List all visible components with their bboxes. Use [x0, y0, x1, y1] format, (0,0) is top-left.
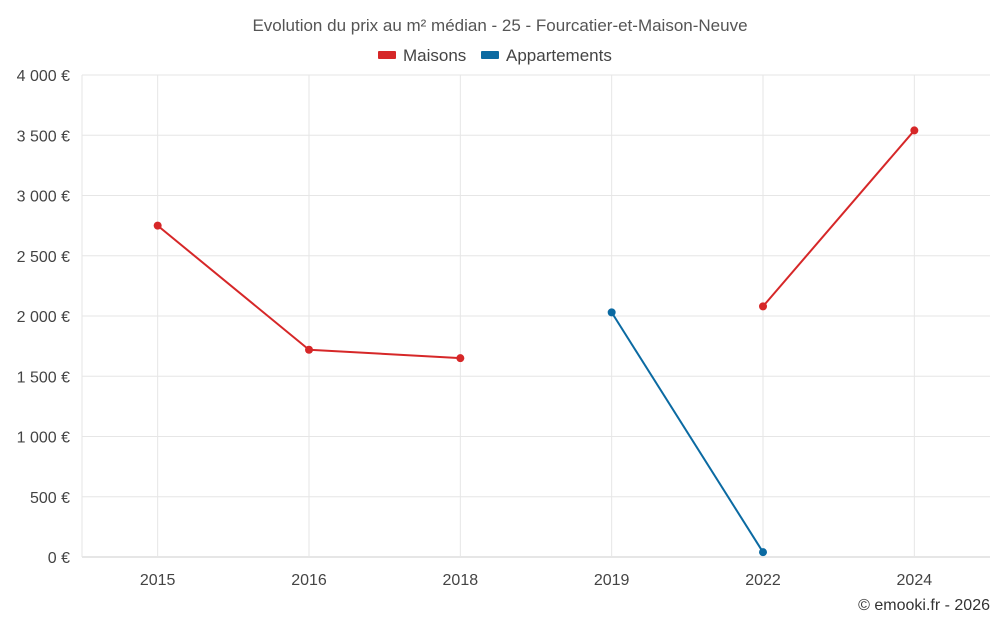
data-point-maisons[interactable]	[456, 354, 465, 363]
data-point-maisons[interactable]	[305, 345, 313, 354]
y-axis-ticks: 0 € 500 € 1 000 € 1 500 € 2 000 € 2 500 € 3 00…	[17, 68, 70, 567]
y-tick-label: 3 500 €	[17, 128, 70, 145]
y-tick-label: 2 000 €	[17, 309, 70, 326]
chart-title: Evolution du prix au m² médian - 25 - Fo…	[252, 16, 747, 35]
series-line-maisons	[762, 129, 916, 308]
series	[153, 126, 919, 557]
y-tick-label: 4 000 €	[17, 68, 70, 85]
x-tick-label: 2022	[745, 572, 781, 589]
data-point-appartements[interactable]	[607, 308, 616, 317]
legend-item-appartements[interactable]: Appartements	[481, 46, 612, 65]
credit-text: © emooki.fr - 2026	[858, 597, 990, 614]
data-point-maisons[interactable]	[910, 126, 919, 135]
series-line-appartements	[610, 311, 764, 553]
legend-swatch-maisons	[378, 51, 396, 59]
legend-label-maisons: Maisons	[403, 46, 466, 65]
data-point-appartements[interactable]	[759, 548, 767, 557]
legend-label-appartements: Appartements	[506, 46, 612, 65]
x-tick-label: 2024	[897, 572, 933, 589]
legend: Maisons Appartements	[378, 46, 612, 65]
x-axis-ticks: 2015 2016 2018 2019 2022 2024	[140, 572, 932, 589]
legend-swatch-appartements	[481, 51, 499, 59]
y-tick-label: 0 €	[48, 550, 70, 567]
y-tick-label: 2 500 €	[17, 249, 70, 266]
x-tick-label: 2018	[443, 572, 479, 589]
data-point-maisons[interactable]	[153, 221, 162, 230]
series-maisons	[153, 126, 919, 363]
y-tick-label: 3 000 €	[17, 189, 70, 206]
grid	[81, 74, 990, 558]
y-tick-label: 500 €	[30, 490, 70, 507]
data-point-maisons[interactable]	[759, 302, 767, 311]
series-appartements	[607, 308, 767, 557]
x-tick-label: 2015	[140, 572, 176, 589]
x-tick-label: 2016	[291, 572, 327, 589]
y-tick-label: 1 500 €	[17, 369, 70, 386]
legend-item-maisons[interactable]: Maisons	[378, 46, 466, 65]
y-tick-label: 1 000 €	[17, 430, 70, 447]
x-tick-label: 2019	[594, 572, 630, 589]
